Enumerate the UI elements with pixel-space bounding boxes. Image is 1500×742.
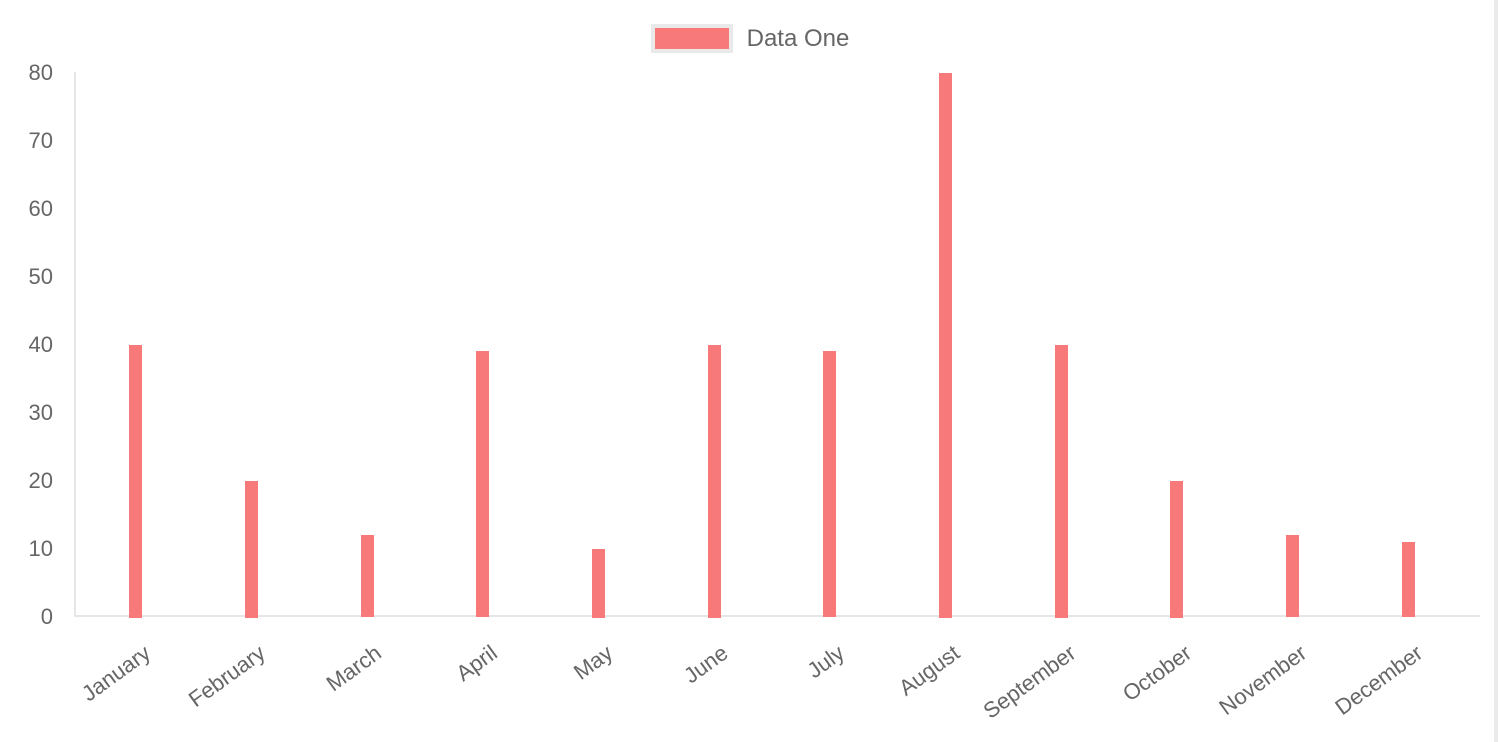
bar-august[interactable] xyxy=(939,72,952,618)
x-axis-line xyxy=(74,615,1480,617)
bar-may[interactable] xyxy=(592,548,605,618)
legend-swatch xyxy=(650,24,733,53)
bar-december[interactable] xyxy=(1401,541,1415,618)
bar-july[interactable] xyxy=(823,351,837,618)
y-tick-label-50: 50 xyxy=(28,263,53,289)
bar-april[interactable] xyxy=(476,351,490,618)
chart-legend: Data One xyxy=(0,24,1500,53)
x-tick-label-july: July xyxy=(802,640,849,684)
x-tick-label-june: June xyxy=(679,640,733,689)
bar-june[interactable] xyxy=(707,344,721,618)
x-tick-label-august: August xyxy=(894,640,965,701)
bar-february[interactable] xyxy=(245,480,258,618)
x-tick-label-march: March xyxy=(321,640,386,697)
x-tick-label-january: January xyxy=(76,640,155,707)
y-tick-label-10: 10 xyxy=(28,535,53,561)
x-tick-label-april: April xyxy=(451,640,502,687)
x-tick-label-october: October xyxy=(1117,640,1196,707)
x-tick-label-may: May xyxy=(568,640,618,685)
bar-september[interactable] xyxy=(1054,344,1068,618)
y-tick-label-70: 70 xyxy=(28,127,53,153)
x-tick-label-february: February xyxy=(184,640,271,712)
y-tick-label-40: 40 xyxy=(28,331,53,357)
legend-item-data-one[interactable]: Data One xyxy=(650,24,850,53)
bar-october[interactable] xyxy=(1170,480,1184,618)
x-tick-label-september: September xyxy=(978,640,1080,724)
y-tick-label-60: 60 xyxy=(28,195,53,221)
y-tick-label-80: 80 xyxy=(28,59,53,85)
bar-march[interactable] xyxy=(360,534,374,618)
y-tick-label-0: 0 xyxy=(40,603,53,629)
y-tick-label-20: 20 xyxy=(28,467,53,493)
bar-january[interactable] xyxy=(129,344,143,618)
x-tick-label-november: November xyxy=(1214,640,1312,720)
right-edge-divider xyxy=(1494,0,1498,742)
x-tick-label-december: December xyxy=(1330,640,1427,720)
y-axis-line xyxy=(74,72,76,617)
bar-november[interactable] xyxy=(1286,534,1299,618)
legend-label: Data One xyxy=(746,25,850,52)
y-tick-label-30: 30 xyxy=(28,399,53,425)
